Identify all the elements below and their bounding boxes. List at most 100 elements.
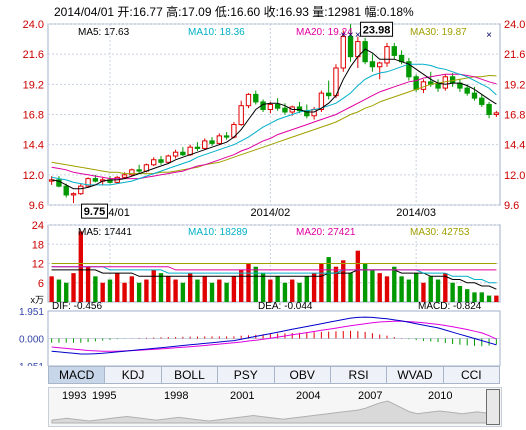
ma30-line	[51, 74, 497, 175]
change-label: 幅:	[364, 5, 380, 19]
open-label: 开:	[117, 5, 133, 19]
price-y-tick-right: 14.4	[504, 140, 525, 152]
volume-bar	[100, 282, 105, 302]
macd-y-tick: 1.951	[19, 307, 44, 318]
volume-bar	[333, 266, 339, 302]
event-marker: ×	[355, 30, 361, 41]
candle-body	[479, 97, 485, 105]
candle-body	[129, 169, 135, 176]
timeline-area	[51, 400, 493, 424]
volume-bar	[260, 273, 266, 302]
candle-body	[377, 62, 383, 68]
tab-cci[interactable]: CCI	[443, 366, 500, 384]
volume-bar	[341, 260, 346, 302]
price-ma-legend: MA20: 19.24	[296, 27, 353, 38]
high-label: 高:	[166, 5, 182, 19]
price-y-tick-left: 9.6	[29, 200, 44, 212]
volume-ma-legend: MA5: 17441	[78, 227, 132, 238]
price-y-tick-right: 21.6	[504, 49, 525, 61]
candle-body	[180, 151, 186, 156]
candle-body	[187, 146, 193, 156]
price-ma-legend: MA10: 18.36	[188, 27, 245, 38]
candle-body	[245, 93, 252, 107]
volume-bar	[362, 263, 368, 302]
candle-body	[318, 92, 325, 110]
volume-label: 量:	[312, 5, 328, 19]
candle-body	[340, 36, 346, 69]
candle-body	[391, 46, 397, 56]
candle-body	[223, 135, 230, 138]
ohlc-header: 2014/04/01 开:16.77 高:17.09 低:16.60 收:16.…	[54, 3, 414, 20]
timeline-drag-handle[interactable]	[486, 389, 500, 425]
volume-bar	[231, 276, 237, 302]
volume-bar	[246, 263, 251, 302]
candle-body	[311, 108, 317, 117]
max-price-label: 23.98	[363, 24, 391, 36]
candle-body	[274, 103, 281, 109]
candle-body	[464, 87, 470, 94]
tab-wvad[interactable]: WVAD	[387, 366, 444, 384]
timeline-year-label: 1993	[62, 390, 86, 402]
volume-bar	[173, 279, 178, 302]
candle-body	[209, 140, 215, 144]
candle-body	[78, 185, 84, 195]
tab-psy[interactable]: PSY	[218, 366, 275, 384]
volume-bar	[195, 279, 200, 302]
candle-body	[471, 92, 478, 99]
candle-body	[194, 146, 201, 149]
volume-bar	[377, 273, 382, 302]
volume-bar	[151, 269, 156, 302]
min-price-box	[81, 203, 109, 219]
volume-bar	[319, 263, 324, 302]
volume-bar	[443, 273, 448, 302]
candle-body	[486, 103, 492, 115]
volume-bar	[144, 279, 149, 302]
chart-area[interactable]: 24.0 24.0 21.6 21.6 19.2 19.2 16.8 16.8 14.4 14.4…	[0, 0, 526, 366]
volume-bar	[115, 273, 120, 302]
volume-bar	[209, 282, 215, 302]
volume-bar	[479, 292, 484, 302]
date-value: 2014/04/01	[54, 5, 115, 19]
volume-y-tick: 24	[32, 220, 44, 232]
tab-obv[interactable]: OBV	[274, 366, 331, 384]
low-value: 16.60	[230, 5, 261, 19]
volume-bar	[494, 295, 499, 302]
candle-body	[267, 103, 274, 110]
timeline-year-label: 2004	[296, 390, 320, 402]
volume-bar	[450, 282, 455, 302]
volume-bar	[290, 279, 295, 302]
volume-bar	[326, 257, 331, 302]
macd-dif-line	[51, 316, 497, 355]
ma5-line	[51, 48, 497, 190]
candle-body	[325, 92, 332, 97]
candle-body	[369, 61, 376, 68]
tab-kdj[interactable]: KDJ	[105, 366, 162, 384]
ma10-line	[51, 63, 497, 186]
candle-body	[121, 174, 128, 178]
volume-y-tick: 6	[38, 278, 44, 290]
tab-rsi[interactable]: RSI	[330, 366, 388, 384]
volume-bar	[428, 276, 433, 302]
candle-body	[406, 61, 412, 78]
tab-macd[interactable]: MACD	[48, 366, 106, 384]
price-ma-legend: MA30: 19.87	[410, 27, 467, 38]
max-price-box	[360, 21, 394, 37]
volume-value: 12981	[327, 5, 361, 19]
macd-value-label: MACD: -0.824	[418, 301, 482, 312]
volume-ma-legend: MA20: 27421	[296, 227, 356, 238]
volume-y-tick: 12	[32, 259, 44, 271]
volume-bar	[421, 282, 426, 302]
volume-bar	[282, 282, 288, 302]
candle-body	[238, 105, 244, 126]
tab-boll[interactable]: BOLL	[161, 366, 219, 384]
timeline-year-label: 1995	[92, 390, 116, 402]
volume-bar	[129, 276, 135, 302]
high-value: 17.09	[181, 5, 212, 19]
volume-bar	[122, 282, 127, 302]
candle-body	[384, 46, 390, 64]
timeline-year-label: 2007	[358, 390, 382, 402]
volume-bar	[217, 279, 222, 302]
price-x-tick: 2014/03	[396, 207, 436, 219]
volume-bar	[107, 279, 113, 302]
